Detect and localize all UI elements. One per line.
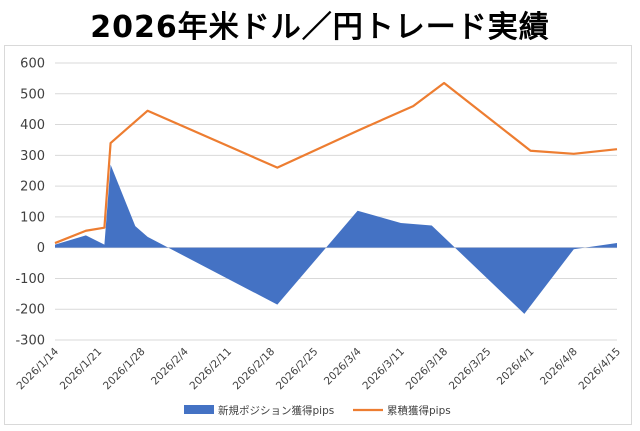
area-series-new-position-pips	[55, 164, 617, 314]
line-series-cumulative-pips	[54, 81, 618, 245]
x-tick-label: 2026/2/11	[187, 346, 234, 393]
x-tick-label: 2026/2/25	[274, 346, 321, 393]
legend-label-area: 新規ポジション獲得pips	[218, 404, 334, 417]
y-tick-label: -300	[15, 334, 45, 349]
y-tick-label: 600	[20, 57, 45, 72]
x-tick-label: 2026/4/15	[577, 346, 624, 393]
y-tick-label: 0	[37, 241, 45, 256]
x-tick-label: 2026/2/18	[231, 346, 278, 393]
x-tick-label: 2026/4/1	[495, 346, 537, 388]
x-tick-label: 2026/3/4	[322, 345, 364, 387]
x-tick-label: 2026/2/4	[149, 345, 191, 387]
y-tick-label: 100	[20, 210, 45, 225]
legend-label-line: 累積獲得pips	[387, 404, 451, 417]
legend-swatch-area	[184, 405, 214, 414]
x-tick-label: 2026/3/18	[404, 346, 451, 393]
x-tick-label: 2026/4/8	[538, 346, 580, 388]
x-tick-label: 2026/3/25	[447, 346, 494, 393]
chart-title: 2026年米ドル／円トレード実績	[90, 10, 550, 45]
x-tick-label: 2026/1/14	[15, 345, 62, 392]
x-tick-label: 2026/3/11	[360, 346, 407, 393]
y-tick-label: 400	[20, 118, 45, 133]
y-tick-label: -200	[15, 303, 45, 318]
y-tick-label: 200	[20, 180, 45, 195]
x-tick-label: 2026/1/21	[58, 346, 105, 393]
x-tick-label: 2026/1/28	[101, 346, 148, 393]
y-tick-label: -100	[15, 272, 45, 287]
chart-frame	[4, 45, 632, 425]
y-tick-label: 300	[20, 149, 45, 164]
y-tick-label: 500	[20, 87, 45, 102]
